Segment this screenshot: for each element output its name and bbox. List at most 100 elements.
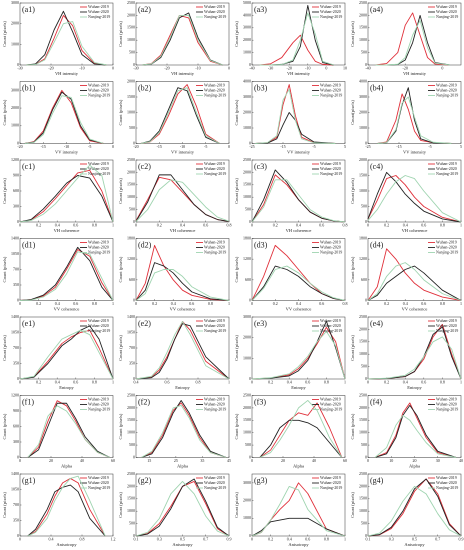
y-tick-label: 300 bbox=[13, 439, 19, 444]
legend-label: Wuhan-2019 bbox=[436, 396, 457, 401]
y-tick-label: 1200 bbox=[11, 157, 19, 162]
plot-frame bbox=[135, 2, 230, 66]
x-tick-label: 0.4 bbox=[296, 222, 301, 227]
x-tick-label: 0.1 bbox=[366, 536, 371, 541]
legend-label: Wuhan-2019 bbox=[204, 475, 225, 480]
series-line bbox=[259, 402, 343, 458]
series-line bbox=[27, 477, 106, 537]
y-axis-label: Count (pixels) bbox=[2, 492, 7, 518]
y-axis-label: Count (pixels) bbox=[118, 21, 123, 47]
y-tick-label: 2000 bbox=[243, 405, 251, 410]
x-tick-label: 0.2 bbox=[384, 222, 389, 227]
x-tick-label: 0 bbox=[325, 65, 327, 70]
series-line bbox=[367, 336, 462, 380]
x-axis-label: Alpha bbox=[409, 464, 420, 469]
x-tick-label: 0 bbox=[367, 301, 369, 306]
y-tick-label: 3000 bbox=[243, 25, 251, 30]
y-tick-label: 500 bbox=[129, 50, 135, 55]
x-tick-label: 0.6 bbox=[319, 222, 324, 227]
y-tick-label: 1050 bbox=[127, 329, 135, 334]
series-line bbox=[367, 262, 462, 301]
series-line bbox=[259, 12, 334, 66]
y-axis-label: Count (pixels) bbox=[118, 256, 123, 282]
x-tick-label: 0 bbox=[19, 222, 21, 227]
x-tick-label: 0.8 bbox=[440, 301, 445, 306]
y-tick-label: 5000 bbox=[243, 0, 251, 5]
x-tick-label: -15 bbox=[280, 144, 285, 149]
y-tick-label: 1400 bbox=[11, 471, 19, 476]
x-tick-label: 25 bbox=[174, 458, 178, 463]
legend-label: Wuhan-2019 bbox=[436, 239, 457, 244]
panel-label: (b4) bbox=[370, 83, 384, 92]
panel-label: (d3) bbox=[254, 240, 268, 249]
legend-label: Wuhan-2020 bbox=[204, 480, 225, 485]
y-tick-label: 1400 bbox=[127, 314, 135, 319]
x-tick-label: 0.8 bbox=[208, 301, 213, 306]
y-tick-label: 2000 bbox=[359, 12, 367, 17]
y-tick-label: 1500 bbox=[127, 417, 135, 422]
y-tick-label: 0 bbox=[249, 140, 251, 145]
legend-label: Wuhan-2020 bbox=[320, 9, 341, 14]
panel: 0 1000 2000 3000 -30 -20 -10 0 Wuhan-2019Wuhan-2… bbox=[2, 0, 114, 76]
y-tick-label: 350 bbox=[13, 360, 19, 365]
y-tick-label: 1200 bbox=[11, 392, 19, 397]
x-tick-label: -15 bbox=[41, 144, 46, 149]
panel-label: (g2) bbox=[138, 476, 152, 485]
plot-frame bbox=[367, 238, 462, 301]
x-tick-label: 20 bbox=[413, 458, 417, 463]
x-axis-label: VV coherence bbox=[54, 307, 80, 312]
x-tick-label: -5 bbox=[204, 144, 207, 149]
x-tick-label: 0.8 bbox=[227, 222, 232, 227]
series-line bbox=[251, 331, 346, 380]
series-line bbox=[140, 87, 220, 144]
panel-label: (b1) bbox=[22, 83, 36, 92]
x-tick-label: 0 bbox=[19, 301, 21, 306]
x-tick-label: 0.2 bbox=[268, 536, 273, 541]
x-tick-label: 0.2 bbox=[36, 222, 41, 227]
y-axis-label: Count (pixels) bbox=[118, 413, 123, 439]
x-tick-label: 0.6 bbox=[305, 379, 310, 384]
panel-label: (d4) bbox=[370, 240, 384, 249]
x-tick-label: 0.4 bbox=[403, 301, 408, 306]
panel-label: (f1) bbox=[22, 397, 34, 406]
x-tick-label: 0.2 bbox=[152, 301, 157, 306]
y-tick-label: 500 bbox=[129, 442, 135, 447]
y-tick-label: 0 bbox=[365, 62, 367, 67]
legend-label: Wuhan-2020 bbox=[204, 166, 225, 171]
y-axis-label: Count (pixels) bbox=[2, 178, 7, 204]
y-tick-label: 2500 bbox=[243, 392, 251, 397]
y-tick-label: 1400 bbox=[11, 314, 19, 319]
x-tick-label: 0 bbox=[19, 379, 21, 384]
series-line bbox=[24, 89, 104, 144]
legend-label: Wuhan-2020 bbox=[436, 323, 457, 328]
y-axis-label: Count (pixels) bbox=[234, 335, 239, 361]
x-tick-label: 0.4 bbox=[55, 379, 60, 384]
x-tick-label: 0.6 bbox=[203, 222, 208, 227]
y-tick-label: 1200 bbox=[243, 256, 251, 261]
legend-label: Nanjing-2019 bbox=[204, 328, 226, 333]
x-tick-label: 40 bbox=[80, 458, 84, 463]
legend-label: Nanjing-2019 bbox=[436, 485, 458, 490]
x-tick-label: 0.4 bbox=[55, 222, 60, 227]
y-tick-label: 1000 bbox=[359, 37, 367, 42]
series-line bbox=[26, 10, 107, 66]
series-line bbox=[19, 325, 114, 380]
y-tick-label: 600 bbox=[13, 423, 19, 428]
x-tick-label: -15 bbox=[157, 144, 162, 149]
series-line bbox=[26, 21, 107, 66]
y-tick-label: 1000 bbox=[243, 125, 251, 130]
legend-label: Nanjing-2019 bbox=[436, 406, 458, 411]
series-line bbox=[375, 19, 450, 66]
series-line bbox=[251, 169, 346, 223]
y-tick-label: 1000 bbox=[11, 41, 19, 46]
panel: 0 600 1200 1800 0 0.2 0.4 0.6 0.8 1 Wuhan-2019Wuha… bbox=[118, 235, 230, 311]
x-tick-label: 0.7 bbox=[203, 536, 208, 541]
y-tick-label: 1000 bbox=[243, 515, 251, 520]
legend-label: Wuhan-2020 bbox=[320, 87, 341, 92]
x-tick-label: 0.1 bbox=[134, 536, 139, 541]
x-tick-label: 0 bbox=[251, 301, 253, 306]
legend-label: Wuhan-2019 bbox=[436, 82, 457, 87]
y-tick-label: 0 bbox=[17, 140, 19, 145]
plot-frame bbox=[251, 316, 346, 380]
legend-label: Wuhan-2020 bbox=[88, 166, 109, 171]
